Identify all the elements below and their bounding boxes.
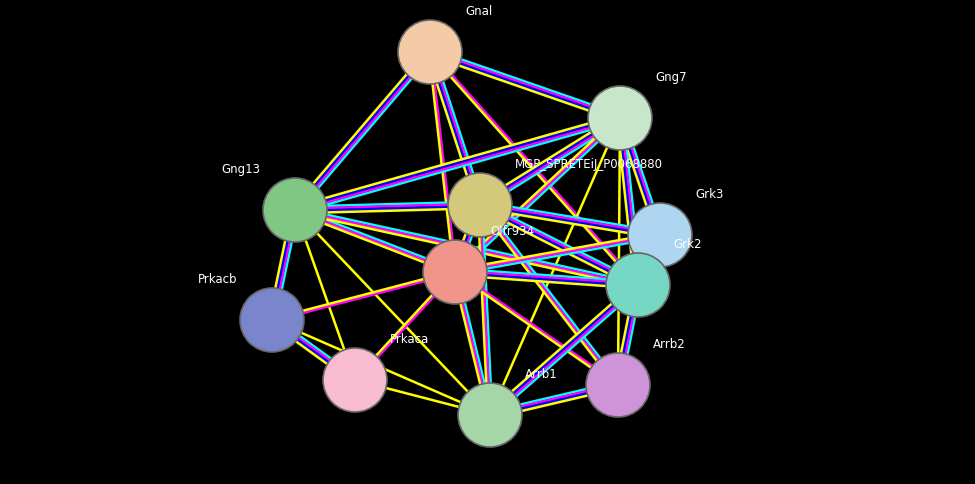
Circle shape [458,383,522,447]
Text: Olfr934: Olfr934 [490,225,534,238]
Circle shape [628,203,692,267]
Circle shape [323,348,387,412]
Circle shape [423,240,487,304]
Text: Grk3: Grk3 [695,188,723,201]
Circle shape [398,20,462,84]
Text: Gnal: Gnal [465,5,492,18]
Text: MGP_SPRETEiJ_P0068880: MGP_SPRETEiJ_P0068880 [515,158,663,171]
Text: Prkaca: Prkaca [390,333,429,346]
Circle shape [240,288,304,352]
Circle shape [586,353,650,417]
Text: Prkacb: Prkacb [198,273,237,286]
Text: Gng13: Gng13 [221,163,260,176]
Text: Grk2: Grk2 [673,238,701,251]
Circle shape [588,86,652,150]
Text: Arrb2: Arrb2 [653,338,685,351]
Circle shape [263,178,327,242]
Circle shape [606,253,670,317]
Text: Gng7: Gng7 [655,71,686,84]
Circle shape [448,173,512,237]
Text: Arrb1: Arrb1 [525,368,558,381]
